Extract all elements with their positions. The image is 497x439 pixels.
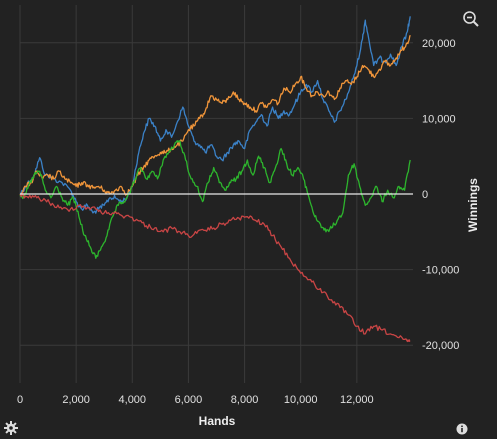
x-tick-label: 2,000 — [62, 394, 90, 406]
y-tick-label: 0 — [422, 189, 428, 201]
y-tick-label: 20,000 — [422, 38, 456, 50]
gear-icon[interactable] — [4, 421, 18, 435]
series-line-3 — [19, 140, 411, 259]
series-line-2 — [19, 34, 411, 196]
x-tick-label: 12,000 — [340, 394, 374, 406]
y-axis-ticks: -20,000 -10,000 0 10,000 20,000 — [422, 38, 459, 352]
x-axis-title: Hands — [199, 414, 236, 428]
series-layer — [19, 16, 411, 343]
x-axis-ticks: 0 2,000 4,000 6,000 8,000 10,000 12,000 — [17, 394, 374, 406]
y-axis-title: Winnings — [466, 178, 480, 232]
x-tick-label: 4,000 — [119, 394, 147, 406]
series-line-4 — [19, 192, 411, 343]
zoom-out-icon[interactable] — [462, 10, 480, 28]
y-tick-label: -20,000 — [422, 340, 459, 352]
x-tick-label: 8,000 — [231, 394, 259, 406]
y-tick-label: 10,000 — [422, 113, 456, 125]
info-icon[interactable] — [456, 423, 468, 435]
x-tick-label: 6,000 — [175, 394, 203, 406]
y-tick-label: -10,000 — [422, 265, 459, 277]
x-tick-label: 10,000 — [284, 394, 318, 406]
series-line-1 — [19, 16, 411, 214]
x-tick-label: 0 — [17, 394, 23, 406]
